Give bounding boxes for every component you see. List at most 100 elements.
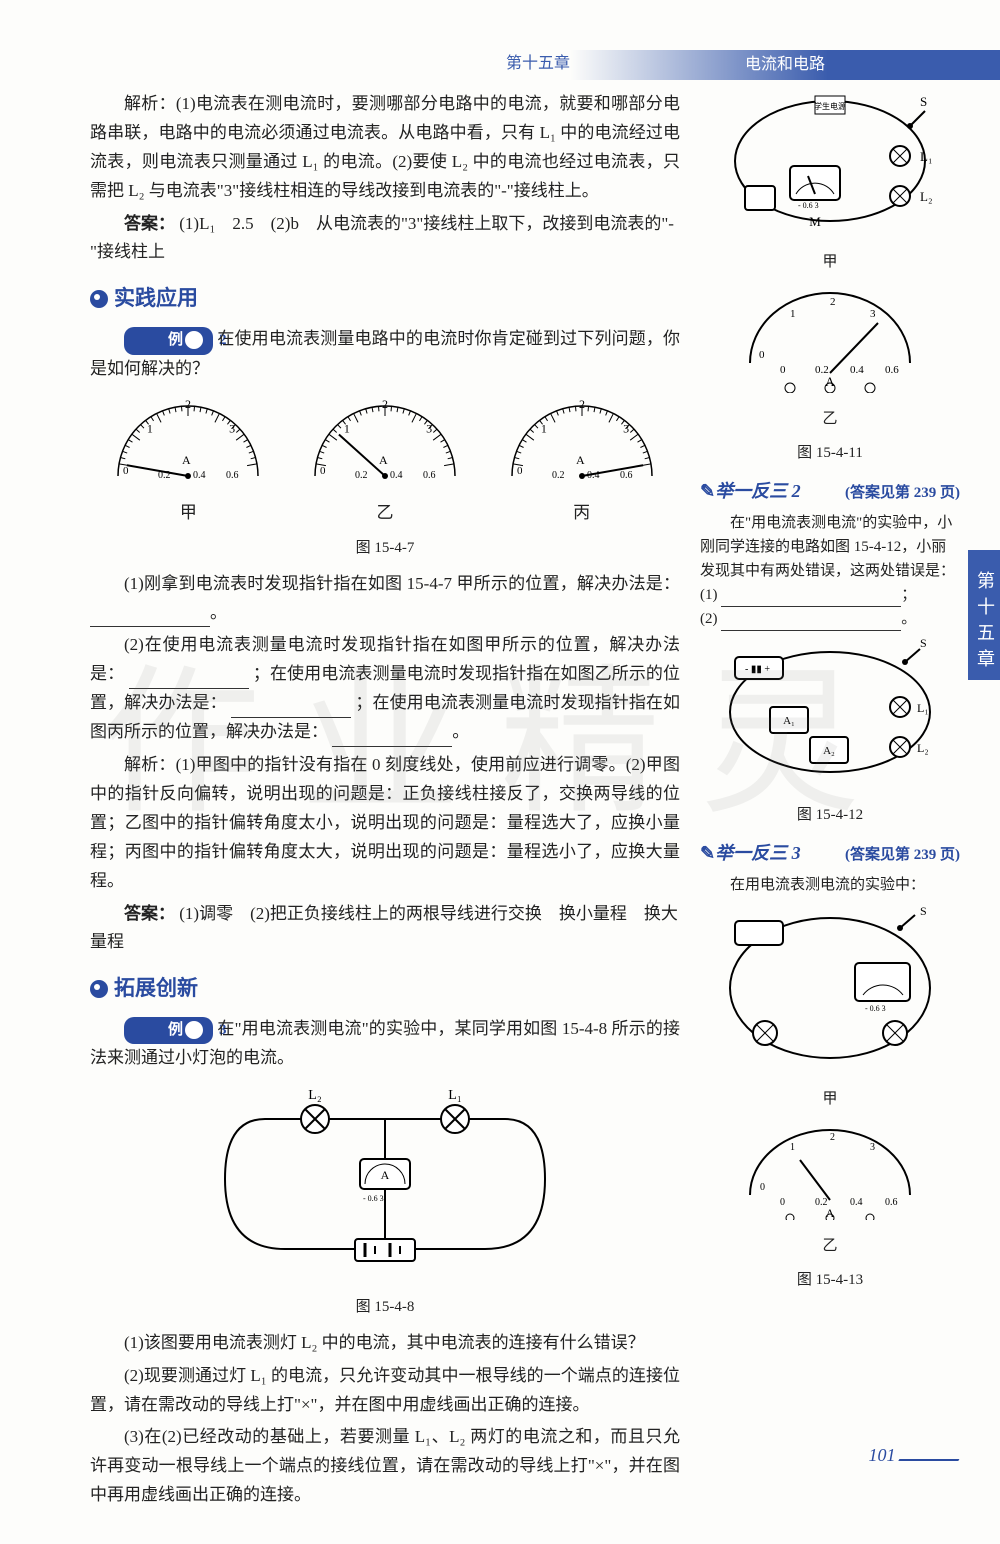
svg-text:A₁: A₁ <box>783 715 795 727</box>
figure-15-4-12-caption: 图 15-4-12 <box>700 803 960 829</box>
svg-text:0: 0 <box>760 1182 765 1193</box>
figure-15-4-8-caption: 图 15-4-8 <box>90 1295 680 1321</box>
figure-15-4-13-caption: 图 15-4-13 <box>700 1268 960 1294</box>
svg-text:0.6: 0.6 <box>226 470 239 481</box>
figure-15-4-12: - ▮▮ + S A₁ A₂ L₁ L₂ <box>700 637 960 797</box>
blank[interactable] <box>332 727 452 747</box>
svg-text:0: 0 <box>780 364 786 376</box>
ex2-part1-text: (1)刚拿到电流表时发现指针指在如图 15-4-7 甲所示的位置，解决办法是： <box>124 574 680 593</box>
svg-text:S: S <box>920 94 927 109</box>
figure-15-4-11-caption: 图 15-4-11 <box>700 441 960 467</box>
svg-text:3: 3 <box>230 422 236 436</box>
svg-text:2: 2 <box>830 296 836 308</box>
svg-text:0.4: 0.4 <box>850 1197 863 1208</box>
example-2-question: 例2 在使用电流表测量电路中的电流时你肯定碰到过下列问题，你是如何解决的？ <box>90 325 680 383</box>
svg-text:0: 0 <box>517 465 523 477</box>
svg-text:S: S <box>920 904 927 918</box>
answer-1-label: 答案： <box>124 214 175 233</box>
example-tag-2-num: 2 <box>185 331 203 349</box>
svg-text:S: S <box>920 637 927 650</box>
example-tag-3-text: 例 <box>168 1022 183 1038</box>
example-tag-3: 例3 <box>124 1017 213 1045</box>
svg-text:0.4: 0.4 <box>850 364 864 376</box>
figure-15-4-8: L₂ L₁ A - 0.6 3 <box>90 1079 680 1289</box>
svg-text:0.2: 0.2 <box>552 470 565 481</box>
svg-text:0: 0 <box>780 1197 785 1208</box>
figure-yi-label-2: 乙 <box>700 1234 960 1260</box>
main-column: 解析：(1)电流表在测电流时，要测哪部分电路中的电流，就要和哪部分电路串联，电路… <box>90 50 680 1514</box>
svg-text:L₁: L₁ <box>917 701 929 715</box>
ammeter-bing: 0 1 2 3 0.2 0.4 0.6 A <box>492 391 672 491</box>
svg-text:A: A <box>826 1206 835 1220</box>
svg-text:A: A <box>379 453 388 467</box>
svg-text:A: A <box>576 453 585 467</box>
pin-icon <box>90 980 108 998</box>
side-chapter-tab: 第十五章 <box>968 550 1000 680</box>
svg-text:1: 1 <box>147 422 153 436</box>
svg-text:A₂: A₂ <box>823 745 835 757</box>
blank[interactable] <box>721 589 901 607</box>
svg-text:3: 3 <box>623 422 629 436</box>
svg-text:0: 0 <box>123 465 129 477</box>
example-tag-2-text: 例 <box>168 332 183 348</box>
svg-text:L₁: L₁ <box>448 1088 461 1103</box>
ex3-part3: (3)在(2)已经改动的基础上，若要测量 L₁、L₂ 两灯的电流之和，而且只允许… <box>90 1423 680 1510</box>
ex2-part1: (1)刚拿到电流表时发现指针指在如图 15-4-7 甲所示的位置，解决办法是： … <box>90 570 680 628</box>
section-expand-title: 拓展创新 <box>114 971 198 1007</box>
blank[interactable] <box>231 698 351 718</box>
variant-2-answer-ref: (答案见第 239 页) <box>845 481 960 507</box>
page-number-decoration-icon <box>898 1455 961 1461</box>
svg-text:0.4: 0.4 <box>390 470 403 481</box>
blank[interactable] <box>721 613 901 631</box>
variant-2-body: 在"用电流表测电流"的实验中，小刚同学连接的电路如图 15-4-12，小丽发现其… <box>700 511 960 583</box>
ammeter-yi: 0 1 2 3 0.2 0.4 0.6 A <box>295 391 475 491</box>
ex2-answer-label: 答案： <box>124 904 175 923</box>
section-expand-heading: 拓展创新 <box>90 971 680 1007</box>
ex2-part2: (2)在使用电流表测量电流时发现指针指在如图甲所示的位置，解决办法是： ；在使用… <box>90 631 680 747</box>
ammeter-jia: 0 1 2 3 0.2 0.4 0.6 A <box>98 391 278 491</box>
svg-text:2: 2 <box>830 1132 835 1143</box>
answer-1-text: (1)L₁ 2.5 (2)b 从电流表的"3"接线柱上取下，改接到电流表的"-"… <box>90 214 674 262</box>
variant-2-blank2: (2) 。 <box>700 607 960 631</box>
svg-text:2: 2 <box>382 397 388 411</box>
variant-3-header: ✎举一反三 3 (答案见第 239 页) <box>700 838 960 869</box>
svg-text:0.4: 0.4 <box>193 470 206 481</box>
svg-text:3: 3 <box>870 1142 875 1153</box>
svg-text:0.6: 0.6 <box>620 470 633 481</box>
svg-text:0.6: 0.6 <box>885 364 899 376</box>
variant-3-title: ✎举一反三 3 <box>700 838 801 869</box>
ammeter-row: 0 1 2 3 0.2 0.4 0.6 A 0 1 2 3 0.2 0.4 0.… <box>90 391 680 491</box>
variant-3-answer-ref: (答案见第 239 页) <box>845 843 960 869</box>
blank[interactable] <box>90 607 210 627</box>
example-tag-3-num: 3 <box>185 1021 203 1039</box>
svg-text:0.6: 0.6 <box>885 1197 898 1208</box>
svg-text:1: 1 <box>790 1142 795 1153</box>
chapter-ref: 第十五章 <box>506 50 570 77</box>
svg-text:2: 2 <box>185 397 191 411</box>
page-number: 101 <box>869 1440 961 1471</box>
section-practice-title: 实践应用 <box>114 281 198 317</box>
svg-text:1: 1 <box>540 422 546 436</box>
chapter-title: 电流和电路 <box>570 50 1000 80</box>
figure-15-4-11-jia: 学生电源 S L₁ L₂ - 0.6 3 M 甲 <box>700 86 960 275</box>
svg-text:3: 3 <box>426 422 432 436</box>
ex2-answer-text: (1)调零 (2)把正负接线柱上的两根导线进行交换 换小量程 换大量程 <box>90 904 678 952</box>
figure-yi-label: 乙 <box>700 407 960 433</box>
svg-text:A: A <box>825 374 835 389</box>
example-tag-2: 例2 <box>124 327 213 355</box>
svg-text:L₂: L₂ <box>920 189 932 204</box>
svg-text:L₁: L₁ <box>920 149 932 164</box>
blank[interactable] <box>129 669 249 689</box>
figure-jia-label: 甲 <box>700 250 960 276</box>
svg-text:2: 2 <box>579 397 585 411</box>
section-practice-heading: 实践应用 <box>90 281 680 317</box>
variant-3-body: 在用电流表测电流的实验中： <box>700 873 960 897</box>
ammeter-label-yi: 乙 <box>376 499 393 528</box>
ex2-answer: 答案： (1)调零 (2)把正负接线柱上的两根导线进行交换 换小量程 换大量程 <box>90 900 680 958</box>
svg-text:1: 1 <box>790 308 796 320</box>
svg-text:0: 0 <box>759 349 765 361</box>
figure-15-4-7-caption: 图 15-4-7 <box>90 536 680 562</box>
svg-text:M: M <box>809 214 821 229</box>
svg-text:- 0.6 3: - 0.6 3 <box>363 1194 384 1203</box>
page-number-text: 101 <box>869 1445 896 1465</box>
